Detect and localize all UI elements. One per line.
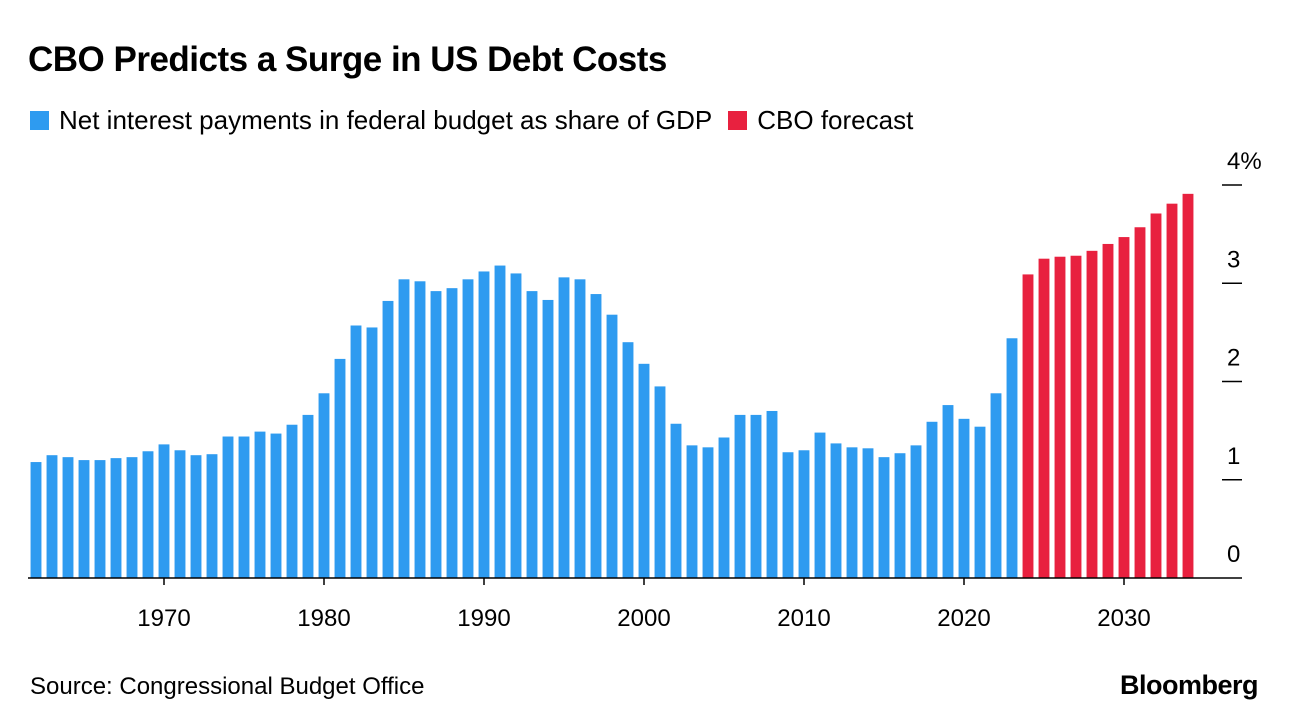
bar-net-interest-1985 [398, 279, 410, 578]
bar-cbo-forecast-2025 [1038, 258, 1050, 578]
bar-net-interest-2013 [846, 447, 858, 578]
x-tick-label-2030: 2030 [1097, 605, 1150, 632]
bar-net-interest-1976 [254, 431, 266, 578]
bar-net-interest-1981 [334, 358, 346, 578]
bar-net-interest-2002 [670, 423, 682, 578]
x-tick-label-1990: 1990 [457, 605, 510, 632]
bar-cbo-forecast-2033 [1166, 203, 1178, 579]
bar-net-interest-1984 [382, 300, 394, 578]
bar-net-interest-2008 [766, 410, 778, 578]
bar-net-interest-1966 [94, 460, 106, 578]
legend-item-cbo-forecast: CBO forecast [728, 105, 913, 136]
bar-cbo-forecast-2030 [1118, 237, 1130, 578]
bar-net-interest-2005 [718, 437, 730, 578]
bar-net-interest-2022 [990, 393, 1002, 578]
bar-net-interest-2015 [878, 457, 890, 578]
chart-title: CBO Predicts a Surge in US Debt Costs [28, 40, 667, 79]
bar-net-interest-1996 [574, 279, 586, 578]
bar-net-interest-1982 [350, 325, 362, 578]
bar-net-interest-1980 [318, 393, 330, 578]
bar-net-interest-1964 [62, 457, 74, 578]
bar-net-interest-2012 [830, 443, 842, 578]
bar-net-interest-1969 [142, 451, 154, 578]
source-note: Source: Congressional Budget Office [30, 673, 425, 700]
bar-net-interest-1967 [110, 458, 122, 578]
bar-net-interest-2007 [750, 414, 762, 578]
bar-net-interest-2010 [798, 450, 810, 578]
bar-net-interest-1995 [558, 277, 570, 578]
bar-cbo-forecast-2028 [1086, 250, 1098, 578]
bar-net-interest-2017 [910, 445, 922, 578]
legend-swatch-net-interest [30, 111, 49, 130]
x-tick-label-1970: 1970 [137, 605, 190, 632]
bar-net-interest-2016 [894, 453, 906, 578]
legend-swatch-cbo-forecast [728, 111, 748, 130]
bar-net-interest-1993 [526, 291, 538, 578]
bar-net-interest-1963 [46, 455, 58, 578]
bar-net-interest-1988 [446, 288, 458, 578]
bar-net-interest-2001 [654, 386, 666, 578]
y-tick-label-2: 2 [1227, 345, 1240, 372]
bar-net-interest-2023 [1006, 338, 1018, 578]
bar-net-interest-1990 [478, 271, 490, 578]
bar-net-interest-1998 [606, 314, 618, 578]
x-tick-label-2020: 2020 [937, 605, 990, 632]
bar-net-interest-1979 [302, 414, 314, 578]
bar-net-interest-1997 [590, 294, 602, 578]
y-tick-label-3: 3 [1227, 246, 1240, 273]
bar-net-interest-1974 [222, 436, 234, 578]
bar-net-interest-2003 [686, 445, 698, 578]
y-axis: 0 1 2 3 4% [1222, 148, 1262, 568]
bar-cbo-forecast-2032 [1150, 213, 1162, 579]
bar-net-interest-2014 [862, 448, 874, 578]
bar-net-interest-2000 [638, 363, 650, 578]
bar-net-interest-2019 [942, 405, 954, 578]
bar-net-interest-1987 [430, 291, 442, 578]
bar-cbo-forecast-2027 [1070, 255, 1082, 579]
bloomberg-logo: Bloomberg [1119, 670, 1259, 700]
bar-net-interest-1986 [414, 281, 426, 578]
bar-net-interest-2018 [926, 421, 938, 578]
bar-cbo-forecast-2031 [1134, 227, 1146, 578]
x-tick-label-2000: 2000 [617, 605, 670, 632]
legend-label-net-interest: Net interest payments in federal budget … [59, 105, 713, 135]
bar-net-interest-2006 [734, 414, 746, 578]
bar-net-interest-1962 [30, 462, 42, 578]
bar-net-interest-1975 [238, 436, 250, 578]
bar-net-interest-2021 [974, 426, 986, 578]
bar-net-interest-1972 [190, 455, 202, 578]
bar-cbo-forecast-2029 [1102, 243, 1114, 578]
bar-net-interest-1971 [174, 450, 186, 578]
x-tick-label-2010: 2010 [777, 605, 830, 632]
bar-net-interest-1999 [622, 342, 634, 578]
y-tick-label-0: 0 [1227, 541, 1240, 568]
bar-net-interest-1983 [366, 327, 378, 578]
bar-net-interest-2011 [814, 432, 826, 578]
bars [30, 193, 1194, 579]
x-tick-label-1980: 1980 [297, 605, 350, 632]
bar-cbo-forecast-2024 [1022, 274, 1034, 578]
bar-net-interest-1970 [158, 444, 170, 578]
bar-net-interest-1965 [78, 460, 90, 578]
legend: Net interest payments in federal budget … [30, 105, 929, 136]
bar-cbo-forecast-2034 [1182, 193, 1194, 578]
bar-net-interest-2009 [782, 452, 794, 578]
bar-cbo-forecast-2026 [1054, 256, 1066, 578]
y-tick-label-1: 1 [1227, 443, 1240, 470]
legend-label-cbo-forecast: CBO forecast [757, 105, 914, 135]
bar-net-interest-2020 [958, 418, 970, 578]
bar-net-interest-1973 [206, 454, 218, 578]
bar-net-interest-1977 [270, 433, 282, 578]
y-tick-label-4: 4% [1227, 148, 1262, 175]
x-axis: 1970 1980 1990 2000 2010 2020 2030 [28, 577, 1242, 632]
bar-net-interest-1994 [542, 299, 554, 578]
bar-net-interest-1991 [494, 265, 506, 578]
bar-net-interest-1978 [286, 424, 298, 578]
bar-net-interest-1989 [462, 279, 474, 578]
bar-net-interest-2004 [702, 447, 714, 578]
bar-net-interest-1968 [126, 457, 138, 578]
legend-item-net-interest: Net interest payments in federal budget … [30, 105, 712, 136]
bar-net-interest-1992 [510, 273, 522, 578]
